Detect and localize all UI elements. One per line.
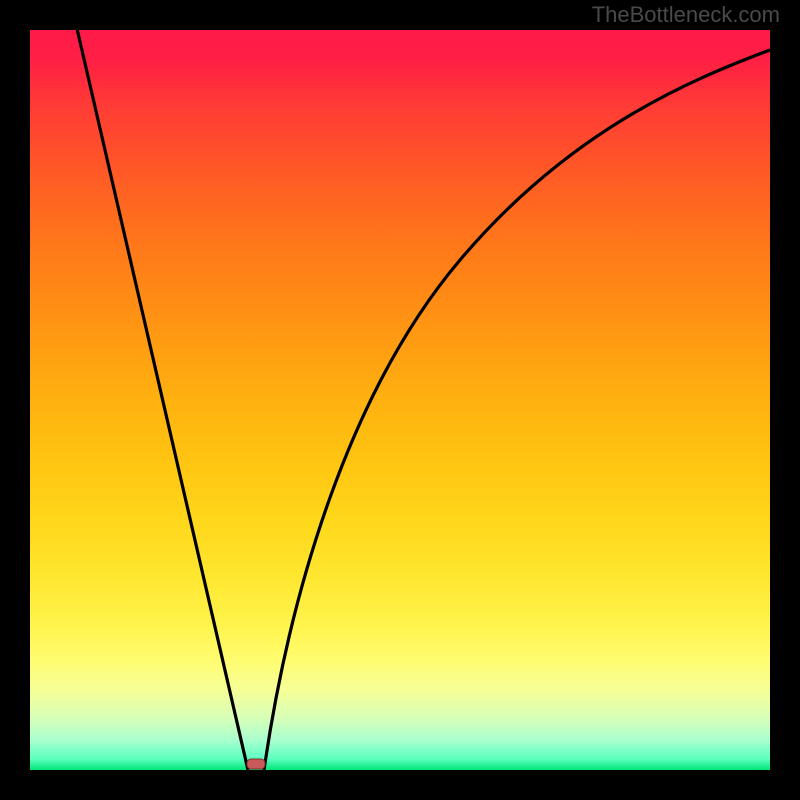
- watermark-text: TheBottleneck.com: [592, 2, 780, 28]
- minimum-marker: [247, 759, 265, 769]
- gradient-background: [30, 30, 770, 770]
- chart-svg: [30, 30, 770, 770]
- chart-container: TheBottleneck.com: [0, 0, 800, 800]
- chart-area: [30, 30, 770, 770]
